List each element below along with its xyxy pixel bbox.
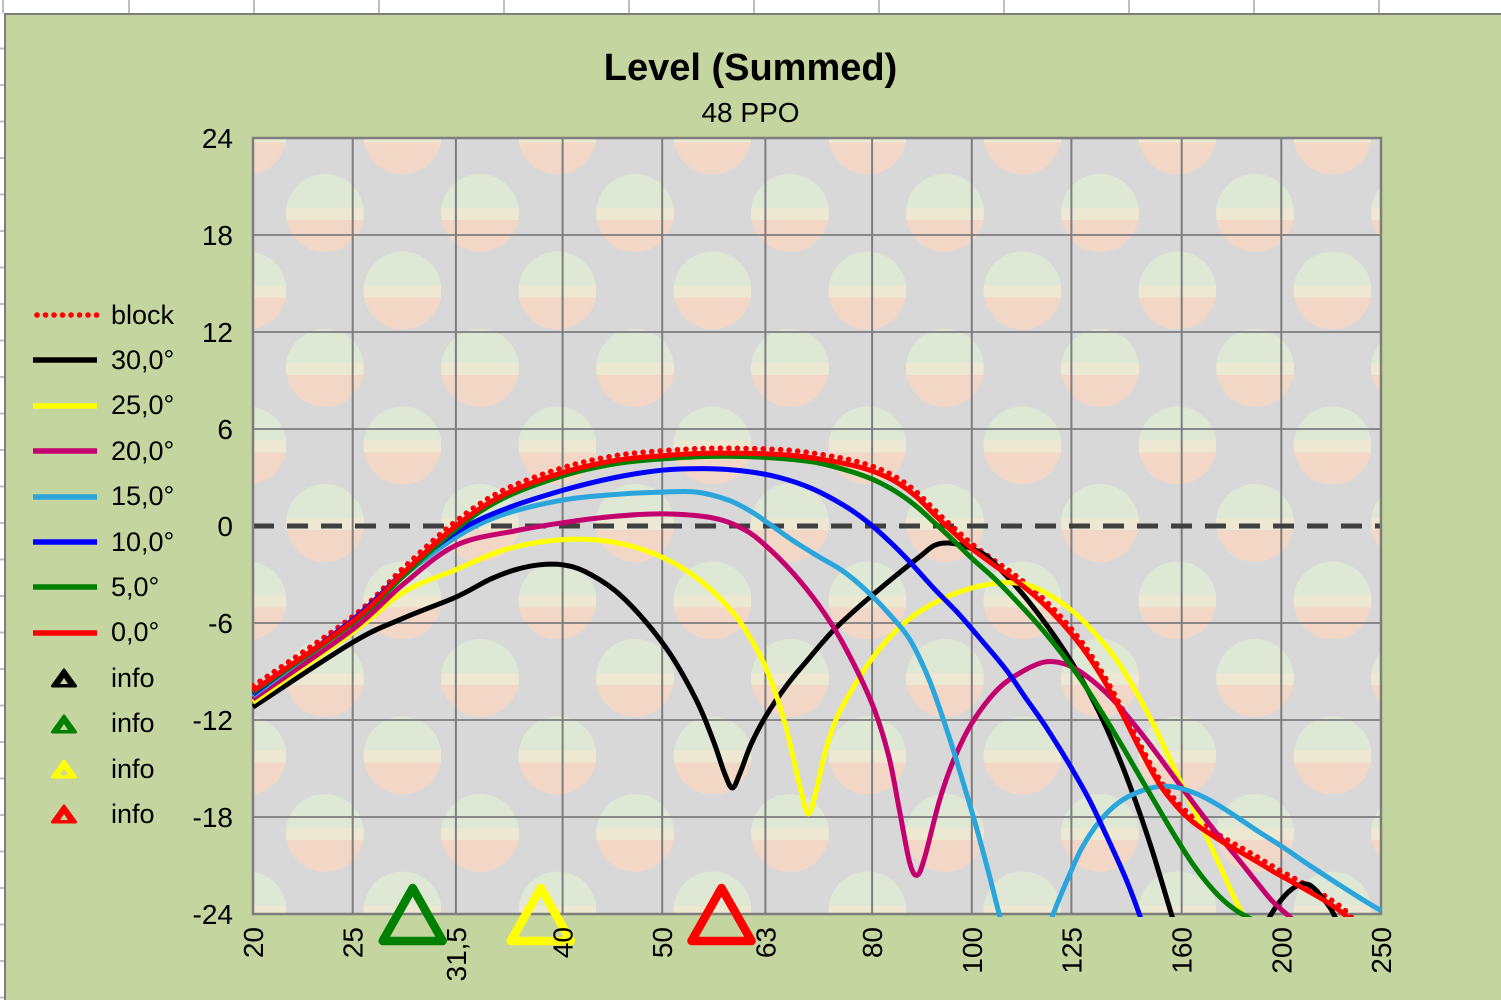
x-tick-label: 50: [647, 927, 678, 958]
legend-item-50[interactable]: 5,0°: [25, 564, 235, 610]
x-tick-label: 125: [1056, 927, 1087, 974]
x-tick-label: 40: [548, 927, 579, 958]
legend-item-info[interactable]: info: [25, 655, 235, 701]
legend-item-250[interactable]: 25,0°: [25, 383, 235, 429]
legend-item-label: info: [111, 708, 155, 739]
curve-25,0°[interactable]: [252, 536, 1249, 927]
chart-title: Level (Summed): [603, 47, 898, 89]
legend-swatch: [33, 803, 103, 825]
curve-5,0°[interactable]: [252, 453, 1268, 930]
legend-swatch: [33, 667, 103, 689]
legend-swatch: [33, 440, 103, 462]
legend-item-300[interactable]: 30,0°: [25, 337, 235, 383]
legend-swatch: [33, 486, 103, 508]
y-tick-label: 12: [202, 317, 233, 348]
legend-item-info[interactable]: info: [25, 701, 235, 747]
legend-swatch: [33, 395, 103, 417]
legend-item-block[interactable]: block: [25, 292, 235, 338]
legend-triangle-hole: [60, 769, 68, 775]
chart-subtitle: 48 PPO: [701, 97, 800, 128]
legend-item-00[interactable]: 0,0°: [25, 610, 235, 656]
y-tick-label: -6: [208, 608, 233, 639]
x-tick-label: 31,5: [441, 927, 472, 982]
y-tick-label: 24: [202, 123, 233, 154]
legend-swatch: [33, 576, 103, 598]
legend-item-label: 20,0°: [111, 435, 175, 466]
x-tick-label: 250: [1366, 927, 1397, 974]
legend-swatch: [33, 531, 103, 553]
plot-border: [251, 136, 1383, 916]
x-tick-label: 200: [1266, 927, 1297, 974]
legend-item-label: 0,0°: [111, 617, 160, 648]
x-tick-label: 20: [238, 927, 269, 958]
curve-15,0°[interactable]: [252, 488, 1383, 967]
x-tick-label: 100: [957, 927, 988, 974]
legend-triangle-hole: [60, 678, 68, 685]
y-tick-label: -18: [193, 802, 233, 833]
legend-item-info[interactable]: info: [25, 791, 235, 837]
x-tick-label: 63: [750, 927, 781, 958]
legend-item-label: 30,0°: [111, 344, 175, 375]
spreadsheet-top-strip: [0, 0, 1501, 13]
curve-30,0°[interactable]: [252, 540, 1342, 1000]
legend-item-label: 5,0°: [111, 571, 160, 602]
legend-item-label: info: [111, 662, 155, 693]
curve-20,0°[interactable]: [252, 511, 1305, 930]
y-tick-label: 18: [202, 220, 233, 251]
curve-0,0°[interactable]: [252, 450, 1355, 927]
legend-swatch: [33, 349, 103, 371]
legend-swatch: [33, 713, 103, 735]
legend: block 30,0° 25,0° 20,0° 15,0° 10,0° 5,0° 0,0° in…: [25, 292, 235, 852]
legend-item-label: info: [111, 753, 155, 784]
info-marker-triangle[interactable]: [506, 883, 576, 946]
x-tick-label: 80: [857, 927, 888, 958]
legend-item-label: 10,0°: [111, 526, 175, 557]
legend-item-label: block: [111, 299, 175, 330]
y-tick-label: -24: [193, 899, 233, 930]
x-tick-label: 160: [1167, 927, 1198, 974]
spreadsheet-left-strip: [0, 13, 4, 1000]
info-marker-triangle[interactable]: [378, 883, 447, 946]
curves: [252, 445, 1383, 1000]
curve-10,0°[interactable]: [252, 466, 1144, 927]
x-tick-label: 25: [338, 927, 369, 958]
legend-triangle-hole: [60, 723, 68, 730]
legend-item-150[interactable]: 15,0°: [25, 474, 235, 520]
legend-triangle-hole: [60, 814, 68, 821]
y-tick-label: -12: [193, 705, 233, 736]
legend-swatch: [33, 304, 103, 326]
legend-item-label: info: [111, 798, 155, 829]
info-marker-triangle[interactable]: [687, 883, 756, 946]
legend-item-label: 15,0°: [111, 481, 175, 512]
legend-swatch: [33, 758, 103, 780]
legend-swatch: [33, 622, 103, 644]
legend-item-200[interactable]: 20,0°: [25, 428, 235, 474]
legend-item-info[interactable]: info: [25, 746, 235, 792]
y-tick-label: 6: [217, 414, 233, 445]
y-tick-label: 0: [217, 511, 233, 542]
legend-item-100[interactable]: 10,0°: [25, 519, 235, 565]
legend-item-label: 25,0°: [111, 390, 175, 421]
